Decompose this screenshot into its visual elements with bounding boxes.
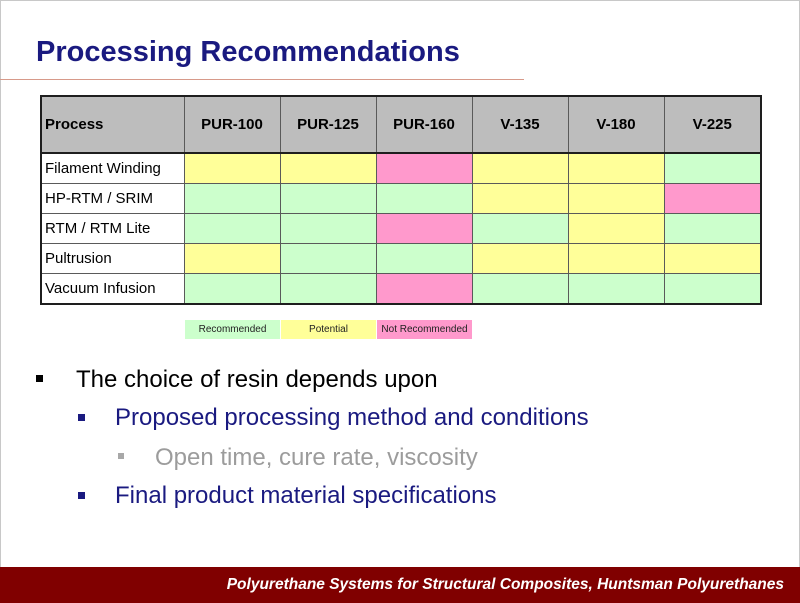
column-header: V-225 [663,95,762,154]
table-row: Vacuum Infusion [40,273,762,305]
rating-cell [279,243,377,274]
rating-cell [567,213,665,244]
rating-cell [663,213,762,244]
column-header: PUR-100 [183,95,281,154]
column-header: PUR-125 [279,95,377,154]
rating-cell [567,273,665,305]
rating-cell [375,273,473,305]
table-header-row: Process PUR-100 PUR-125 PUR-160 V-135 V-… [40,95,762,154]
legend-potential: Potential [281,320,376,339]
legend-not-recommended: Not Recommended [377,320,472,339]
rating-cell [471,152,569,184]
square-bullet-icon [36,375,43,382]
rating-cell [279,152,377,184]
rating-cell [183,273,281,305]
rating-cell [663,183,762,214]
column-header-process: Process [40,95,185,154]
table-row: RTM / RTM Lite [40,213,762,244]
process-name: HP-RTM / SRIM [40,183,185,214]
rating-cell [471,183,569,214]
process-name: RTM / RTM Lite [40,213,185,244]
rating-cell [663,152,762,184]
rating-cell [279,213,377,244]
rating-cell [567,152,665,184]
rating-cell [279,183,377,214]
legend-recommended: Recommended [185,320,280,339]
column-header: V-180 [567,95,665,154]
rating-cell [663,273,762,305]
process-name: Pultrusion [40,243,185,274]
rating-cell [183,213,281,244]
rating-cell [567,183,665,214]
rating-cell [375,183,473,214]
square-bullet-icon [78,492,85,499]
square-bullet-icon [78,414,85,421]
footer-banner: Polyurethane Systems for Structural Comp… [0,567,800,603]
process-name: Vacuum Infusion [40,273,185,305]
rating-cell [279,273,377,305]
rating-cell [663,243,762,274]
rating-cell [183,183,281,214]
rating-cell [375,213,473,244]
table-row: HP-RTM / SRIM [40,183,762,214]
rating-cell [471,273,569,305]
rating-cell [183,152,281,184]
rating-cell [375,243,473,274]
column-header: V-135 [471,95,569,154]
column-header: PUR-160 [375,95,473,154]
table-row: Filament Winding [40,152,762,184]
rating-cell [375,152,473,184]
square-bullet-icon [118,453,124,459]
process-name: Filament Winding [40,152,185,184]
rating-cell [567,243,665,274]
rating-cell [183,243,281,274]
rating-cell [471,213,569,244]
table-row: Pultrusion [40,243,762,274]
title-underline [0,79,524,80]
recommendation-table: Process PUR-100 PUR-125 PUR-160 V-135 V-… [40,95,762,305]
rating-cell [471,243,569,274]
slide-title: Processing Recommendations [36,36,460,68]
